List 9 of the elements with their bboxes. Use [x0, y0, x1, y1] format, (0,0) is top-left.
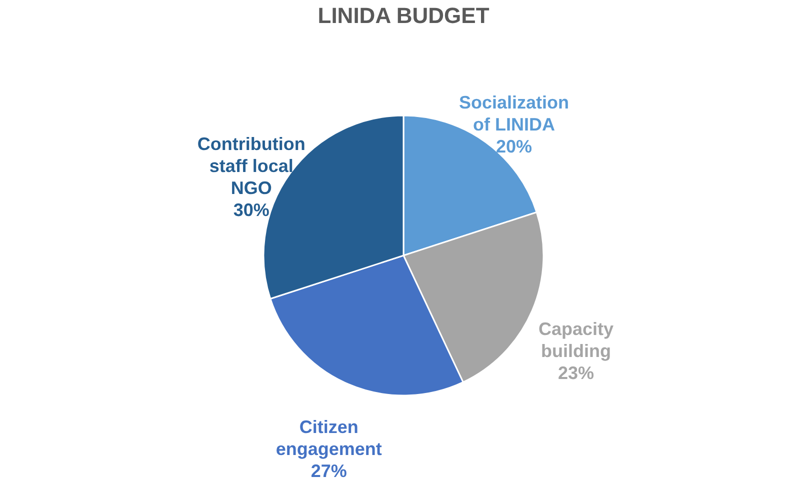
data-label: 23% [558, 363, 594, 384]
slice-label: Contribution staff local NGO [197, 134, 306, 198]
data-label: 27% [310, 461, 347, 482]
chart-title: LINIDA BUDGET [318, 3, 490, 28]
data-label: 30% [233, 200, 270, 220]
slice-label: Citizen engagement [276, 417, 382, 460]
slice-label: Capacity building [538, 319, 614, 362]
data-label: 20% [496, 136, 532, 156]
slice-label: Socialization of LINIDA [458, 92, 570, 134]
